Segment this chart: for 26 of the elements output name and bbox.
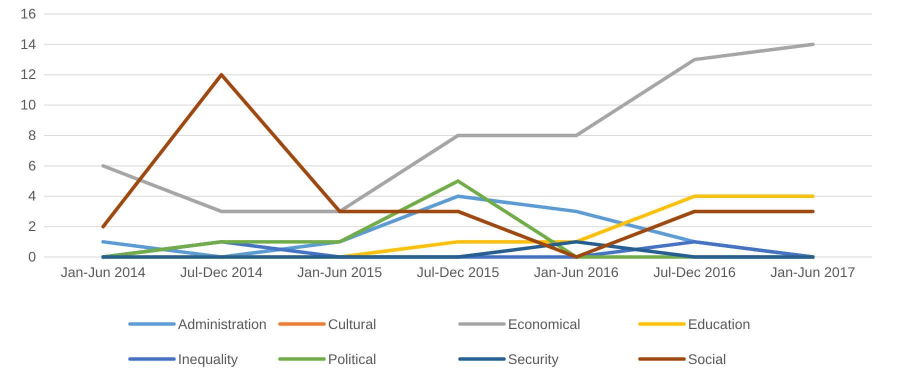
legend-label: Education xyxy=(688,316,750,332)
y-tick-label: 16 xyxy=(20,5,36,22)
line-series xyxy=(101,42,815,214)
x-tick-label: Jan-Jun 2014 xyxy=(60,264,146,280)
x-tick-label: Jul-Dec 2016 xyxy=(653,264,736,280)
y-tick-label: 10 xyxy=(20,96,36,113)
legend-label: Inequality xyxy=(178,350,238,367)
legend-label: Social xyxy=(688,350,726,367)
y-tick-label: 14 xyxy=(20,36,36,52)
y-tick-label: 8 xyxy=(28,126,36,143)
legend-label: Administration xyxy=(178,316,267,332)
x-tick-label: Jul-Dec 2014 xyxy=(180,264,263,280)
y-tick-label: 6 xyxy=(28,157,36,174)
legend-label: Political xyxy=(328,350,376,367)
x-tick-label: Jan-Jun 2017 xyxy=(770,264,856,280)
x-tick-label: Jan-Jun 2016 xyxy=(534,264,619,280)
x-tick-label: Jul-Dec 2015 xyxy=(416,264,500,280)
y-tick-label: 4 xyxy=(28,188,36,204)
x-tick-label: Jan-Jun 2015 xyxy=(297,264,382,280)
legend-label: Cultural xyxy=(328,316,376,332)
legend-label: Economical xyxy=(508,316,580,332)
legend-label: Security xyxy=(508,350,559,367)
line-series xyxy=(101,73,815,259)
y-tick-label: 2 xyxy=(28,218,36,234)
y-tick-label: 0 xyxy=(28,248,36,264)
y-tick-label: 12 xyxy=(20,66,36,82)
